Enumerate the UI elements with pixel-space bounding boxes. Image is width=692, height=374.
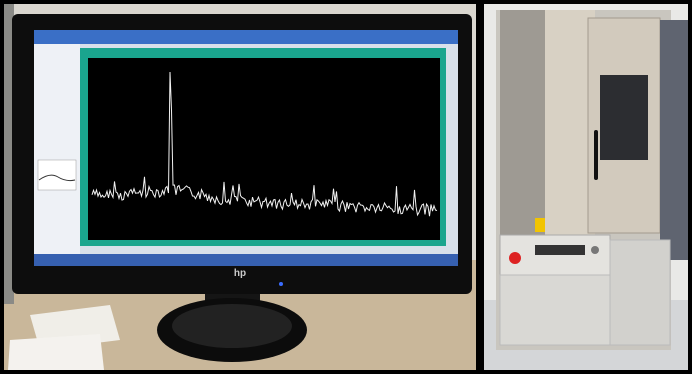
lower-cabinet (499, 274, 611, 346)
display (535, 245, 585, 255)
left-door (545, 10, 595, 240)
spectrum-line (91, 71, 438, 217)
thumbnail (37, 159, 77, 191)
taskbar (34, 254, 458, 266)
knob (591, 246, 599, 254)
monitor-logo: hp (234, 268, 246, 279)
lower-cabinet (609, 239, 671, 346)
title-bar (34, 30, 458, 44)
emergency-button (509, 252, 521, 264)
plot-area (88, 58, 440, 240)
warning-label (535, 218, 545, 232)
right-photo (480, 0, 692, 374)
monitor-base-top (172, 304, 292, 348)
power-led (279, 282, 283, 286)
left-panel (500, 10, 545, 240)
paper-note (8, 334, 104, 370)
side-object (4, 4, 14, 304)
thumbnail-curve (38, 174, 76, 182)
door-handle (594, 130, 598, 180)
side-panel (660, 20, 688, 260)
side-panel (34, 44, 80, 254)
left-photo: hp (0, 0, 480, 374)
window (600, 75, 648, 160)
